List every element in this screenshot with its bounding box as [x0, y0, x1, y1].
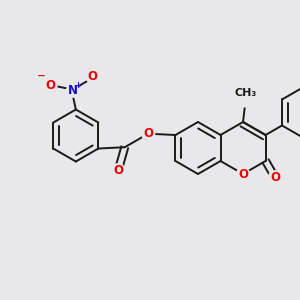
Circle shape	[237, 168, 249, 180]
Circle shape	[66, 84, 79, 97]
Circle shape	[86, 70, 99, 83]
Circle shape	[236, 87, 256, 107]
Text: O: O	[46, 79, 56, 92]
Text: O: O	[270, 171, 280, 184]
Text: O: O	[113, 164, 123, 177]
Text: O: O	[143, 127, 153, 140]
Circle shape	[268, 171, 281, 184]
Text: −: −	[37, 71, 46, 81]
Text: O: O	[238, 167, 248, 181]
Circle shape	[44, 79, 57, 92]
Text: CH₃: CH₃	[235, 88, 257, 98]
Text: O: O	[87, 70, 97, 83]
Circle shape	[112, 164, 125, 176]
Circle shape	[142, 127, 155, 140]
Text: +: +	[74, 81, 81, 90]
Text: N: N	[68, 84, 78, 97]
